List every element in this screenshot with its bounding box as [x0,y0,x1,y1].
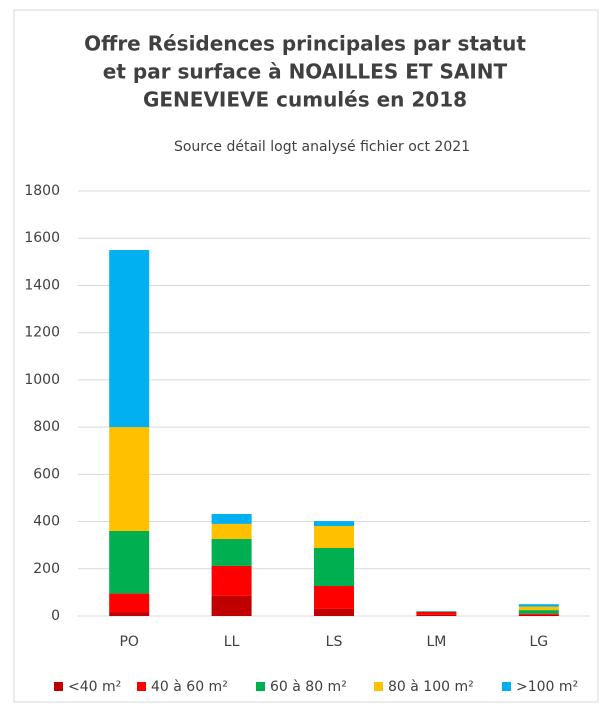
x-tick-label: LL [224,634,240,650]
bar-segment [518,614,559,616]
y-tick-label: 400 [33,514,60,530]
bar-segment [518,606,559,611]
legend-label: >100 m² [516,679,578,695]
chart-title: et par surface à NOAILLES ET SAINT [103,60,508,84]
legend-label: 80 à 100 m² [388,679,474,695]
legend-swatch [374,682,383,691]
legend-label: 60 à 80 m² [270,679,347,695]
x-tick-label: LG [529,634,548,650]
x-tick-label: PO [119,634,138,650]
y-tick-label: 800 [33,419,60,435]
legend-swatch [54,682,63,691]
bar-segment [211,565,252,596]
bar-segment [109,612,150,616]
y-tick-label: 1400 [24,277,60,293]
y-tick-label: 1600 [24,230,60,246]
bar-segment [416,611,457,615]
y-tick-label: 200 [33,561,60,577]
bar-segment [211,539,252,566]
y-tick-label: 600 [33,466,60,482]
y-tick-label: 1800 [24,183,60,199]
chart-title: GENEVIEVE cumulés en 2018 [143,88,467,112]
bar-segment [416,614,457,616]
bar-segment [314,526,354,548]
bar-segment [518,604,559,607]
bar-segment [314,548,354,587]
chart-title: Offre Résidences principales par statut [84,32,526,56]
bar-segment [211,523,252,540]
bar-segment [211,595,252,616]
y-tick-label: 1200 [24,325,60,341]
legend-swatch [256,682,265,691]
bar-segment [518,613,559,615]
y-tick-label: 0 [51,608,60,624]
y-tick-label: 1000 [24,372,60,388]
bar-segment [518,610,559,614]
legend-label: <40 m² [68,679,121,695]
bar-segment [109,427,150,531]
bar-segment [211,514,252,524]
bar-segment [314,586,354,609]
bar-segment [314,521,354,527]
chart-subtitle: Source détail logt analysé fichier oct 2… [174,139,470,155]
bar-segment [109,250,150,428]
chart-frame [13,9,599,703]
bar-segment [314,608,354,616]
bar-segment [109,593,150,613]
legend-label: 40 à 60 m² [151,679,228,695]
legend-swatch [502,682,511,691]
bar-segment [109,531,150,594]
x-tick-label: LS [326,634,343,650]
x-tick-label: LM [426,634,446,650]
legend-swatch [137,682,146,691]
